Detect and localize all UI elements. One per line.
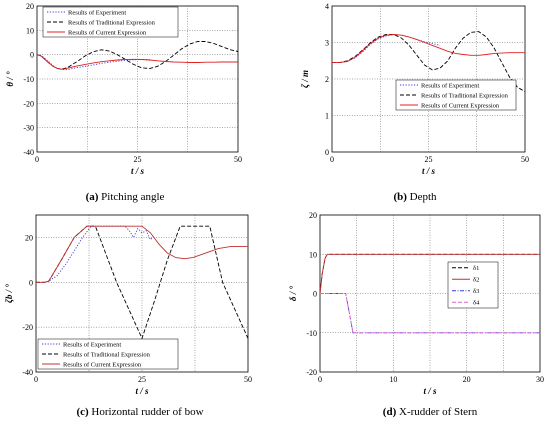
x-axis-label: t / s (131, 166, 145, 176)
y-tick-label: 20 (25, 233, 33, 242)
x-tick-label: 20 (463, 375, 471, 384)
x-tick-label: 50 (234, 155, 242, 164)
caption-tag: (c) (76, 406, 91, 418)
chart-4: 0 10 20 30 20 10 0 -10 -20 t / s δ / ° δ1 δ2 δ3 δ4 (d) … (288, 211, 544, 418)
chart-3: 0 25 50 20 0 -20 -40 t / s ζb / ° Results of Expe… (4, 214, 252, 418)
y-tick-label: 20 (309, 211, 317, 220)
x-tick-label: 50 (521, 155, 529, 164)
series-line-2 (332, 31, 526, 93)
legend-box (447, 261, 499, 309)
legend-label: Results of Traditional Expression (63, 351, 151, 358)
y-axis-label: θ / ° (5, 71, 15, 87)
legend-label: δ1 (473, 265, 479, 272)
x-tick-label: 25 (138, 375, 146, 384)
y-tick-label: 10 (309, 250, 317, 259)
y-tick-label: -10 (306, 329, 317, 338)
y-tick-label: -40 (23, 148, 34, 157)
series-line-1 (332, 34, 441, 64)
x-tick-label: 0 (34, 375, 38, 384)
y-tick-label: 3 (325, 39, 329, 48)
y-tick-label: 1 (325, 112, 329, 121)
chart-caption: (c) Horizontal rudder of bow (76, 406, 203, 418)
series-line-3 (332, 34, 525, 64)
legend-label: δ2 (473, 277, 479, 284)
caption-tag: (d) (383, 406, 399, 418)
y-tick-label: 20 (26, 2, 34, 11)
legend-box (42, 6, 179, 38)
chart-caption: (d) X-rudder of Stern (383, 406, 478, 418)
legend: Results of Experiment Results of Traditio… (395, 79, 517, 111)
series-line-1 (36, 225, 156, 283)
y-tick-label: -20 (23, 99, 34, 108)
x-axis-label: t / s (422, 166, 436, 176)
x-tick-label: 0 (35, 155, 39, 164)
y-tick-label: -30 (23, 124, 34, 133)
x-tick-label: 10 (389, 375, 397, 384)
y-tick-label: 0 (313, 290, 317, 299)
legend-label: δ3 (473, 288, 479, 295)
x-tick-label: 25 (425, 155, 433, 164)
legend-label: Results of Current Expression (421, 102, 500, 109)
chart-2: 0 25 50 4 3 2 1 0 t / s ζ / m Results of Experimen… (300, 2, 529, 203)
series-line-4 (320, 293, 540, 334)
legend-label: Results of Traditional Expression (421, 92, 509, 99)
y-tick-label: 0 (29, 278, 33, 287)
chart-caption: (b) Depth (393, 191, 437, 203)
x-tick-label: 25 (134, 155, 142, 164)
legend-label: Results of Experiment (63, 341, 121, 348)
caption-text: X-rudder of Stern (399, 406, 478, 418)
caption-tag: (b) (393, 191, 409, 203)
legend-label: Results of Experiment (421, 82, 479, 89)
x-tick-label: 30 (536, 375, 544, 384)
y-axis-label: δ / ° (288, 285, 298, 301)
legend-label: Results of Experiment (68, 9, 126, 16)
legend-box (37, 338, 179, 370)
chart-caption: (a) Pitching angle (86, 191, 165, 203)
legend: δ1 δ2 δ3 δ4 (447, 261, 499, 309)
series-line-2 (319, 253, 540, 294)
legend-label: Results of Traditional Expression (68, 19, 156, 26)
x-tick-label: 0 (330, 155, 334, 164)
x-axis-label: t / s (423, 386, 437, 396)
caption-text: Depth (410, 191, 437, 203)
y-tick-label: 2 (325, 75, 329, 84)
caption-text: Pitching angle (101, 191, 164, 203)
y-tick-label: 0 (30, 51, 34, 60)
legend-label: Results of Current Expression (63, 361, 142, 368)
legend-label: δ4 (473, 300, 480, 307)
y-tick-label: -20 (22, 323, 33, 332)
y-axis-label: ζb / ° (4, 284, 14, 303)
series-line-3 (36, 54, 238, 70)
legend: Results of Experiment Results of Traditio… (42, 6, 179, 38)
y-tick-label: -20 (306, 368, 317, 377)
x-tick-label: 50 (244, 375, 252, 384)
y-tick-label: 10 (26, 26, 34, 35)
x-axis-label: t / s (135, 386, 149, 396)
x-tick-label: 0 (318, 375, 322, 384)
caption-text: Horizontal rudder of bow (91, 406, 203, 418)
y-axis-label: ζ / m (300, 70, 310, 88)
y-tick-label: 4 (325, 2, 329, 11)
legend-label: Results of Current Expression (68, 29, 147, 36)
chart-1: 0 25 50 20 10 0 -10 -20 -30 -40 t / s θ / ° Results … (5, 2, 242, 203)
legend: Results of Experiment Results of Traditio… (37, 338, 179, 370)
series-line-1 (36, 54, 150, 71)
caption-tag: (a) (86, 191, 102, 203)
y-tick-label: -40 (22, 368, 33, 377)
y-tick-label: 0 (325, 148, 329, 157)
series-line-3 (36, 225, 248, 283)
y-tick-label: -10 (23, 75, 34, 84)
